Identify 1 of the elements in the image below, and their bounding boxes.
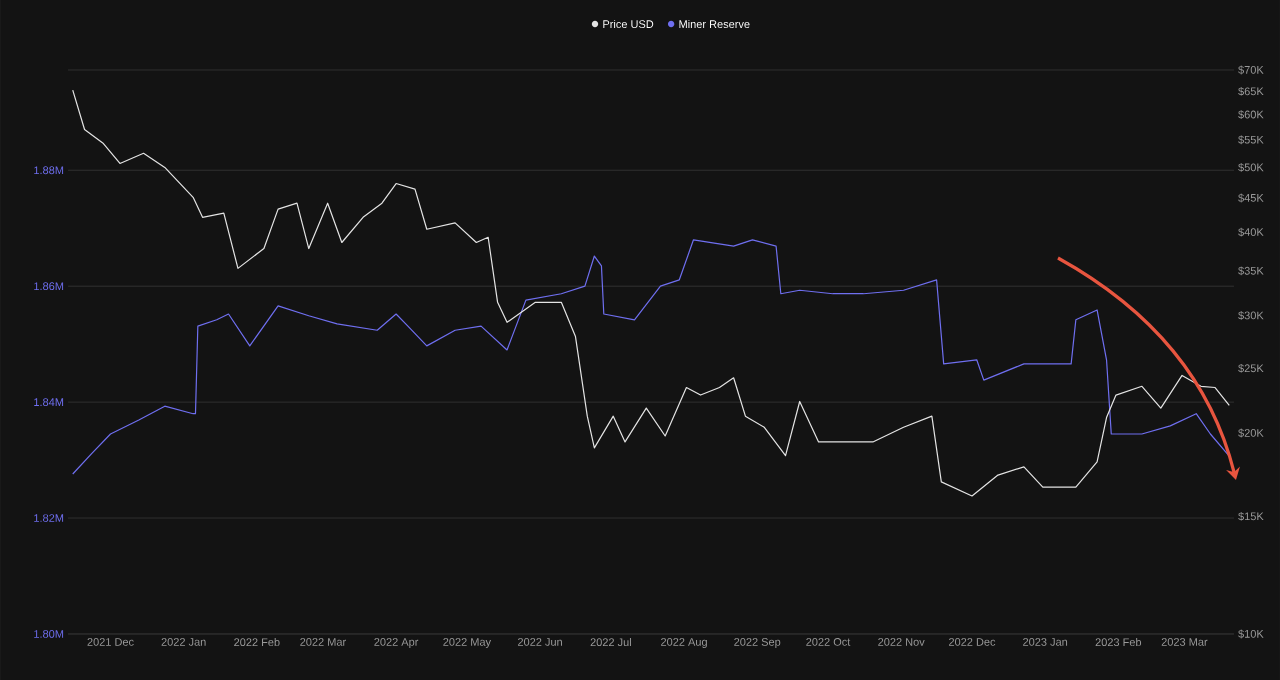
line-series (72, 239, 1230, 475)
